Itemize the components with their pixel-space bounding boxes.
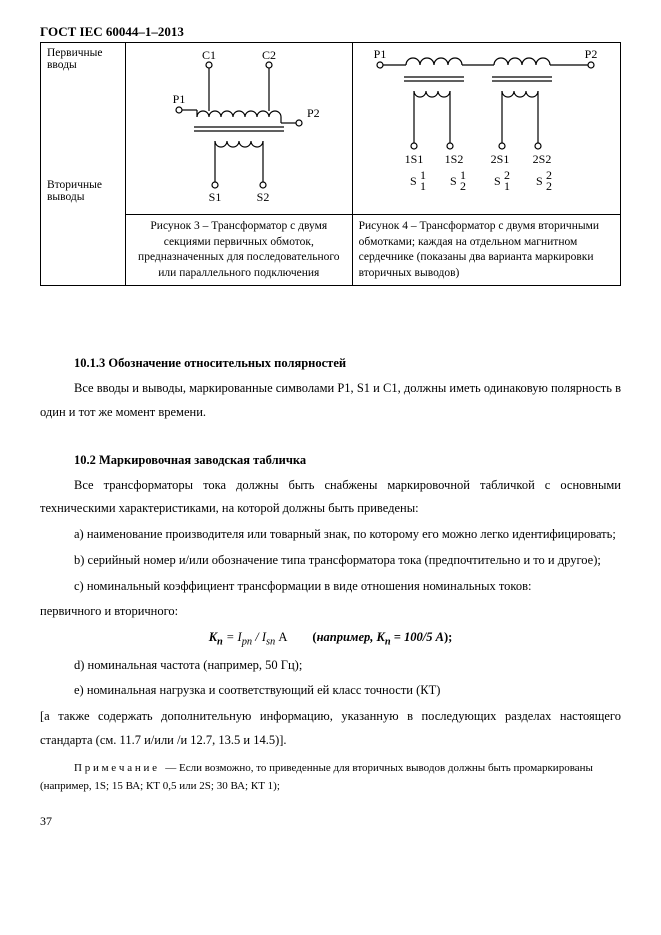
primary-label: Первичные вводы [47, 47, 119, 71]
section-10-1-3-text: Все вводы и выводы, маркированные символ… [40, 377, 621, 425]
svg-text:1: 1 [420, 179, 426, 193]
fig4-1s1-label: 1S1 [405, 152, 424, 166]
fig4-s11: S [410, 174, 417, 188]
fig3-p1-label: P1 [172, 92, 185, 106]
fig3-c2-label: C2 [262, 48, 276, 62]
figure-4-svg: P1 P2 1S1 1S2 2S1 2S2 S 11 S 12 S 21 S 2… [366, 47, 606, 207]
doc-header: ГОСТ IEC 60044–1–2013 [40, 24, 621, 40]
figure-3-cell: C1 C2 P1 P2 S1 S2 [126, 43, 353, 215]
fig3-p2-label: P2 [307, 106, 320, 120]
bracket-text: [а также содержать дополнительную информ… [40, 705, 621, 753]
note: П р и м е ч а н и е — Если возможно, то … [40, 759, 621, 796]
svg-text:1: 1 [504, 179, 510, 193]
fig3-caption: Рисунок 3 – Трансформатор с двумя секция… [126, 215, 353, 286]
secondary-label: Вторичные выводы [47, 179, 119, 203]
section-10-1-3-title: 10.1.3 Обозначение относительных полярно… [40, 356, 621, 371]
page: ГОСТ IEC 60044–1–2013 Первичные вводы Вт… [0, 0, 661, 849]
svg-text:2: 2 [460, 179, 466, 193]
page-number: 37 [40, 814, 621, 829]
figure-table: Первичные вводы Вторичные выводы [40, 42, 621, 286]
fig4-p2-label: P2 [585, 47, 598, 61]
figure-4-cell: P1 P2 1S1 1S2 2S1 2S2 S 11 S 12 S 21 S 2… [352, 43, 620, 215]
formula: Kn = Ipn / Isn А (например, Kn = 100/5 А… [40, 630, 621, 648]
fig3-s1-label: S1 [208, 190, 221, 204]
figure-3-svg: C1 C2 P1 P2 S1 S2 [139, 47, 339, 207]
item-a: a) наименование производителя или товарн… [40, 523, 621, 547]
fig4-s21: S [494, 174, 501, 188]
fig3-c1-label: C1 [202, 48, 216, 62]
section-10-2-intro: Все трансформаторы тока должны быть снаб… [40, 474, 621, 522]
fig4-p1-label: P1 [374, 47, 387, 61]
fig4-caption: Рисунок 4 – Трансформатор с двумя вторич… [352, 215, 620, 286]
fig4-s22: S [536, 174, 543, 188]
item-e: e) номинальная нагрузка и соответствующи… [40, 679, 621, 703]
fig4-s12: S [450, 174, 457, 188]
item-c-line2: первичного и вторичного: [40, 600, 621, 624]
item-d: d) номинальная частота (например, 50 Гц)… [40, 654, 621, 678]
fig4-2s1-label: 2S1 [491, 152, 510, 166]
svg-text:2: 2 [546, 179, 552, 193]
fig4-2s2-label: 2S2 [533, 152, 552, 166]
section-10-2-title: 10.2 Маркировочная заводская табличка [40, 453, 621, 468]
item-c: c) номинальный коэффициент трансформации… [40, 575, 621, 599]
row-label-cell: Первичные вводы Вторичные выводы [41, 43, 126, 286]
fig4-1s2-label: 1S2 [445, 152, 464, 166]
item-b: b) серийный номер и/или обозначение типа… [40, 549, 621, 573]
fig3-s2-label: S2 [256, 190, 269, 204]
